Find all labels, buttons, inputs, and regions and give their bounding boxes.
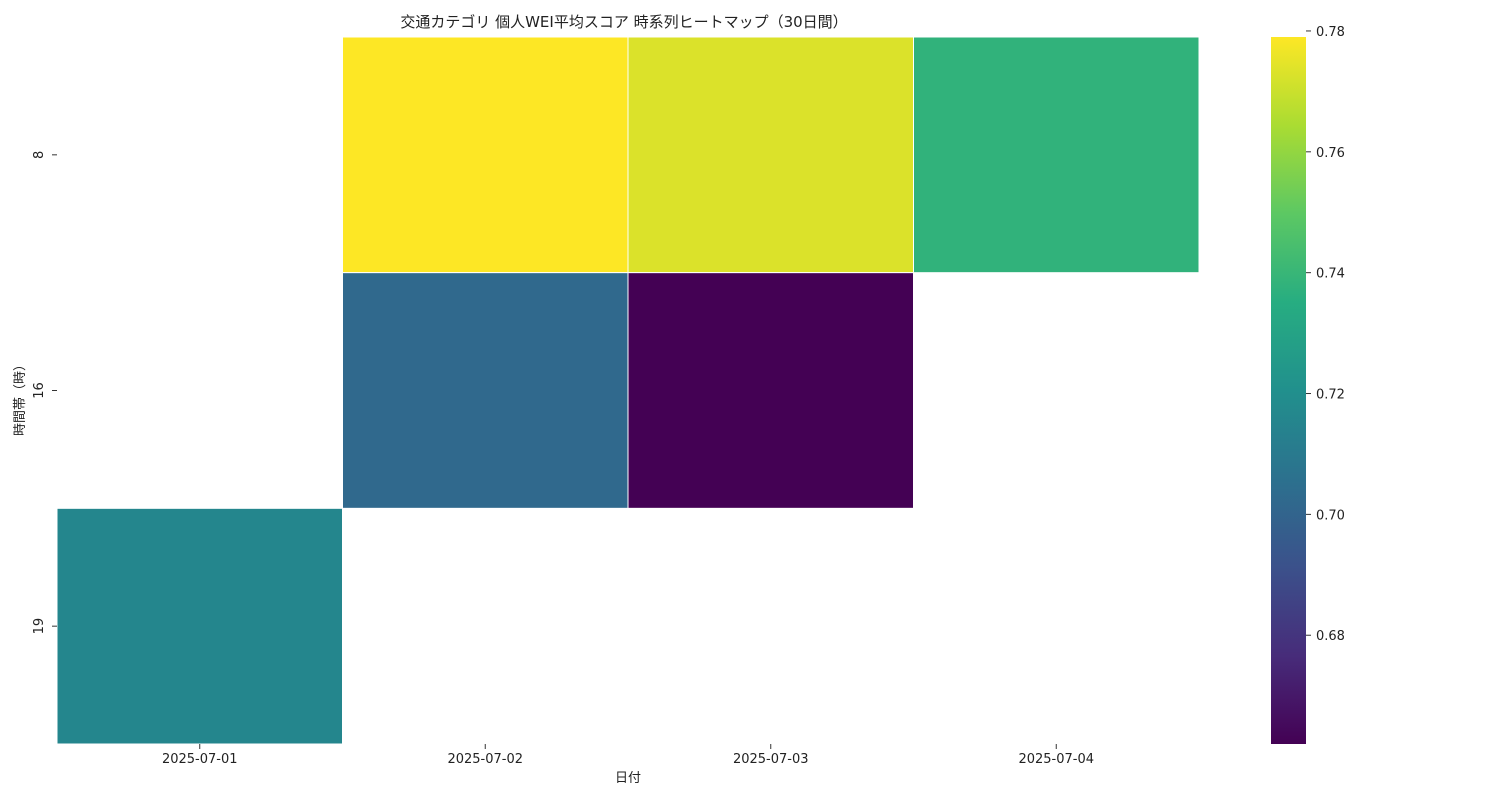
y-axis: 8 16 19 [32,151,57,635]
colorbar-gradient [1271,37,1306,744]
x-tick-label: 2025-07-01 [162,752,238,767]
colorbar-tick-label: 0.70 [1316,508,1345,523]
heatmap-cells [56,36,1200,745]
x-axis-label: 日付 [615,771,641,786]
x-tick-label: 2025-07-03 [733,752,809,767]
heatmap-cell [342,36,629,274]
y-tick-label: 8 [32,151,47,159]
chart-title: 交通カテゴリ 個人WEI平均スコア 時系列ヒートマップ（30日間） [400,13,847,31]
heatmap-cell [342,272,629,509]
colorbar-tick-label: 0.74 [1316,267,1345,282]
x-tick-label: 2025-07-04 [1018,752,1094,767]
x-axis: 2025-07-01 2025-07-02 2025-07-03 2025-07-04 [162,744,1094,767]
heatmap-cell [913,36,1200,274]
y-tick-label: 19 [32,618,47,635]
colorbar-tick-label: 0.76 [1316,146,1345,161]
colorbar-tick-label: 0.72 [1316,388,1345,403]
colorbar: 0.68 0.70 0.72 0.74 0.76 0.78 [1271,25,1345,744]
colorbar-tick-label: 0.68 [1316,629,1345,644]
heatmap-cell [627,272,914,509]
y-tick-label: 16 [32,382,47,399]
heatmap-cell [56,507,343,745]
y-axis-label: 時間帯（時） [13,358,28,436]
x-tick-label: 2025-07-02 [447,752,523,767]
heatmap-cell [627,36,914,274]
colorbar-tick-label: 0.78 [1316,25,1345,40]
